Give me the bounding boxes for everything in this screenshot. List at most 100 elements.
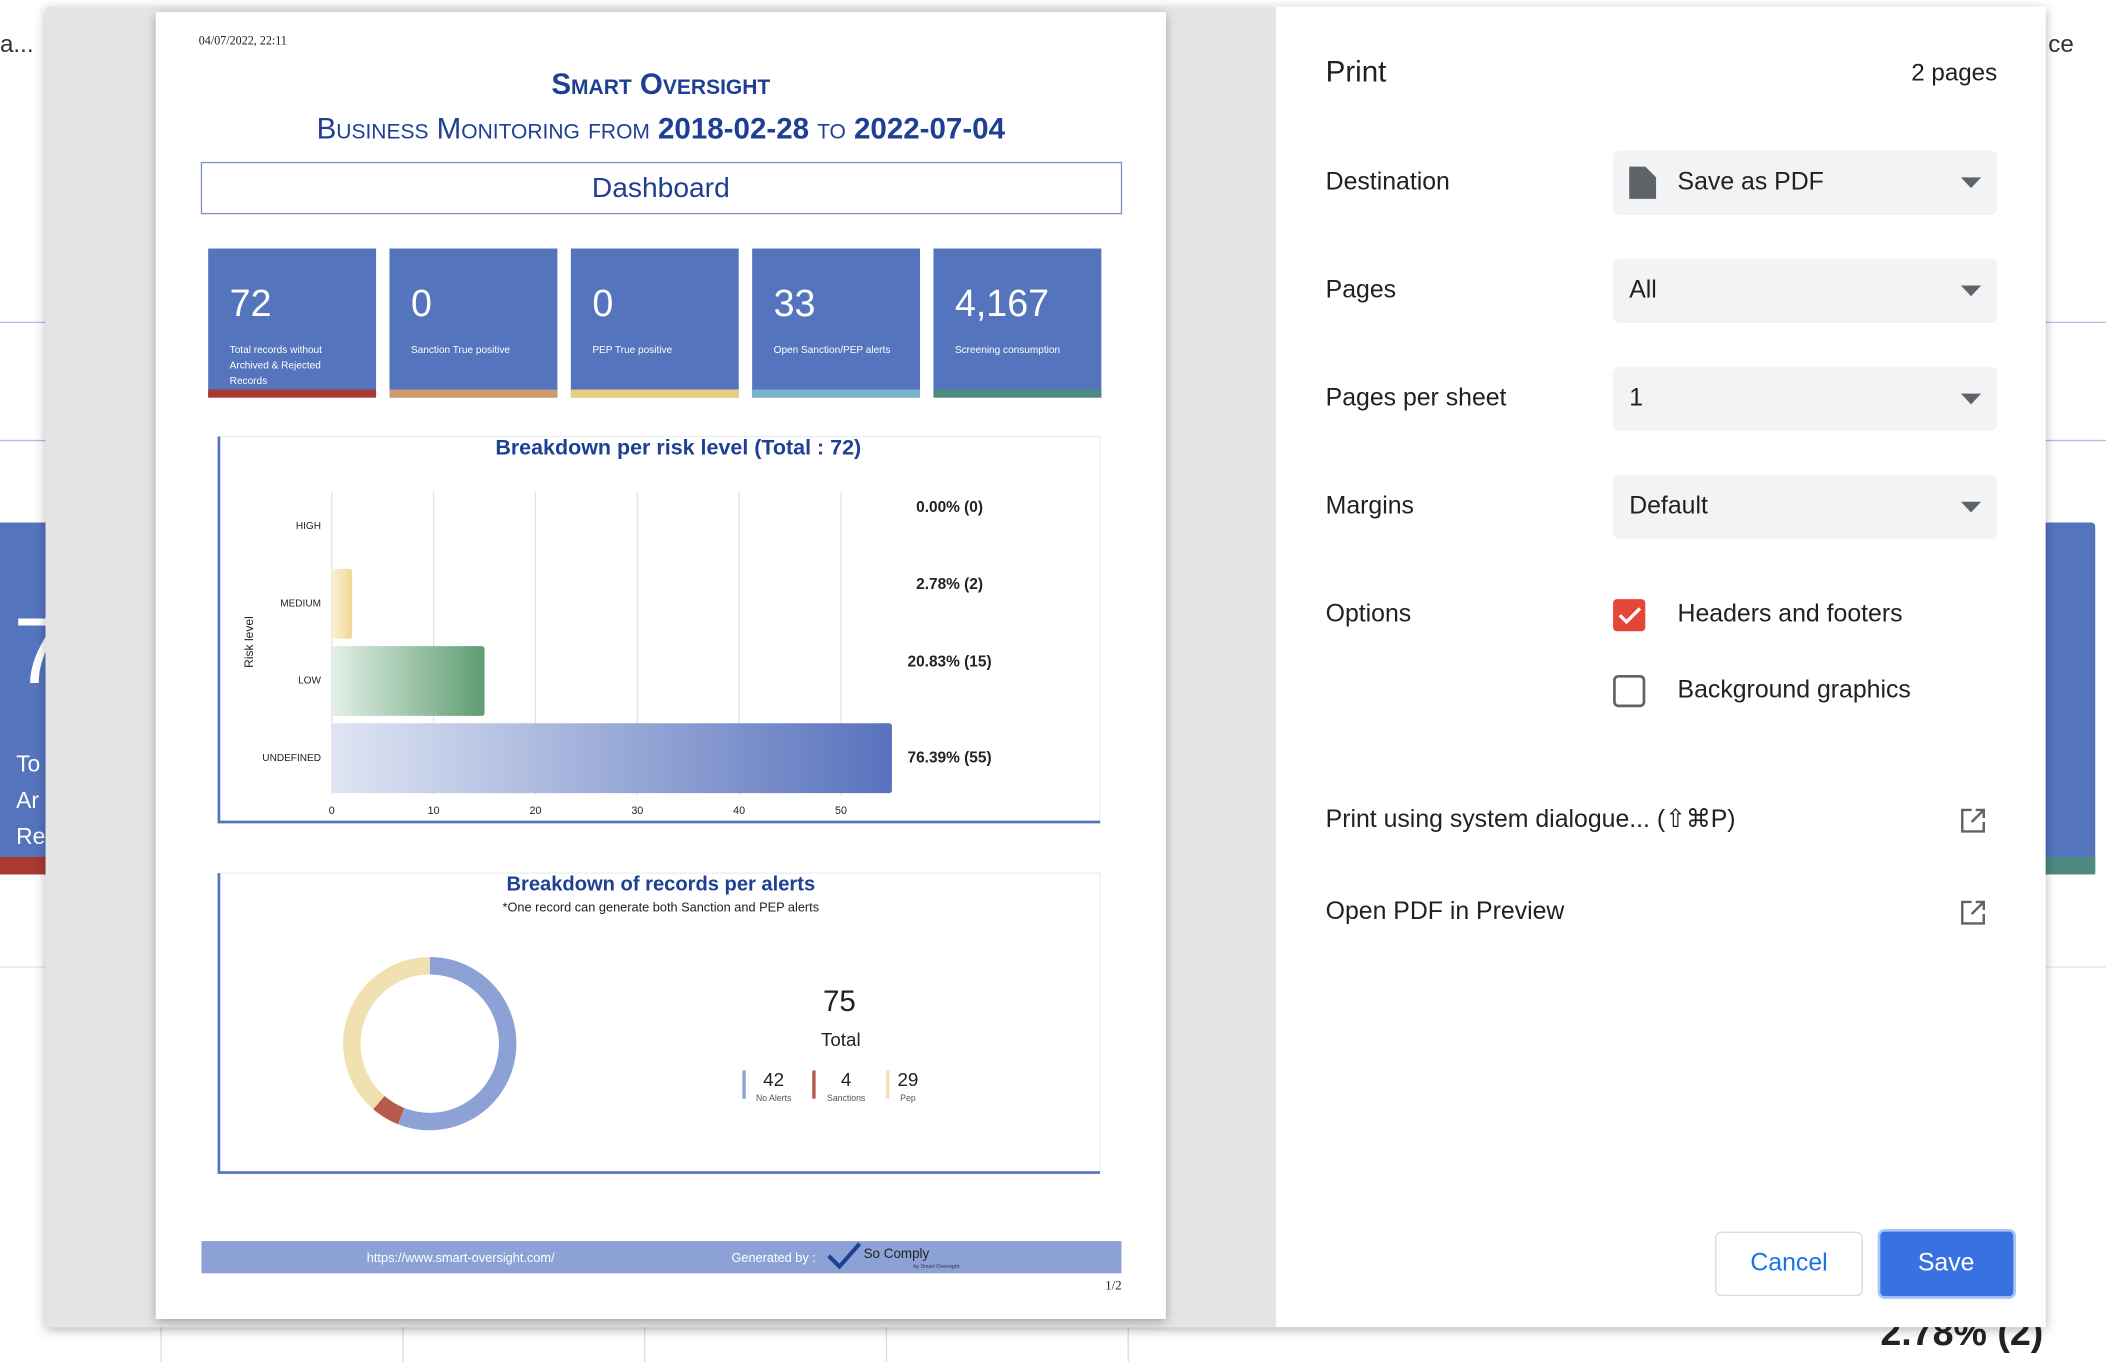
background-card-strip — [2034, 856, 2096, 875]
link-text[interactable]: Print using system dialogue... (⇧⌘P) — [1326, 806, 1736, 833]
select-value[interactable]: All — [1629, 276, 1657, 303]
doc-subtitle: Business Monitoring from 2018-02-28 to 2022… — [317, 112, 1006, 145]
background-text: a... — [0, 31, 34, 58]
setting-label: Options — [1326, 601, 1412, 628]
select[interactable]: Default — [1613, 474, 1998, 540]
y-tick-label: MEDIUM — [280, 598, 321, 609]
external-icon — [1961, 900, 1985, 925]
button-box[interactable] — [1877, 1228, 2017, 1299]
select-arrow — [1960, 393, 1982, 405]
legend-label: Sanctions — [827, 1093, 866, 1103]
checkbox[interactable] — [1613, 599, 1646, 632]
kpi-card — [933, 248, 1102, 398]
select-value[interactable]: 1 — [1629, 385, 1643, 412]
value-label: 0.00% (0) — [916, 499, 983, 516]
select[interactable]: Save as PDF — [1613, 150, 1998, 215]
option-label[interactable]: Background graphics — [1678, 677, 1911, 704]
button-label[interactable]: Save — [1918, 1249, 1975, 1276]
page-count: 2 pages — [1911, 59, 1997, 86]
select-value[interactable]: Save as PDF — [1678, 168, 1824, 195]
legend-value: 29 — [897, 1069, 918, 1090]
kpi-strip — [208, 389, 377, 398]
select-arrow — [1960, 177, 1982, 189]
checkbox-option[interactable]: Background graphics — [1613, 674, 1911, 708]
footer-url: https://www.smart-oversight.com/ — [367, 1250, 555, 1265]
chart-frame-edge — [217, 436, 1101, 824]
kpi-value: 4,167 — [955, 282, 1049, 324]
kpi-label: PEP True positive — [592, 345, 672, 356]
kpi-value: 33 — [774, 282, 816, 324]
save-button[interactable]: Save — [1877, 1228, 2017, 1299]
kpi-label: Open Sanction/PEP alerts — [774, 345, 891, 356]
select-box[interactable] — [1613, 366, 1998, 432]
bar — [331, 568, 353, 639]
link[interactable]: Open PDF in Preview — [1326, 898, 1985, 925]
value-label: 20.83% (15) — [908, 653, 992, 670]
subtitle-text: to — [817, 112, 846, 145]
bar — [331, 646, 485, 716]
page-number: 1/2 — [1105, 1279, 1121, 1293]
setting-label: Destination — [1326, 168, 1450, 195]
legend-label: Pep — [900, 1093, 916, 1103]
kpi-strip — [933, 389, 1102, 398]
kpi-card — [389, 248, 558, 398]
button-box[interactable] — [1715, 1231, 1863, 1297]
kpi-card — [208, 248, 377, 398]
kpi-card — [752, 248, 921, 398]
date-from: 2018-02-28 — [658, 112, 809, 145]
select-box[interactable] — [1613, 150, 1998, 215]
bar — [331, 723, 892, 794]
chart-note: *One record can generate both Sanction a… — [503, 899, 820, 914]
chart-frame — [218, 872, 1101, 1174]
dialog-title: Print — [1326, 56, 1387, 89]
kpi-strip — [752, 389, 921, 398]
select[interactable]: All — [1613, 258, 1998, 324]
select-value[interactable]: Default — [1629, 493, 1708, 520]
chart-title: Breakdown per risk level (Total : 72) — [495, 435, 861, 459]
select-box[interactable] — [1613, 474, 1998, 540]
donut-segment — [343, 957, 431, 1110]
link-text[interactable]: Open PDF in Preview — [1326, 898, 1565, 925]
chart-frame-edge — [217, 873, 1101, 1174]
footer-bar — [201, 1241, 1122, 1274]
value-label: 76.39% (55) — [908, 749, 992, 766]
select-box[interactable] — [1613, 258, 1998, 324]
file-icon — [1629, 166, 1657, 199]
external-icon — [1961, 808, 1985, 833]
x-tick-label: 50 — [835, 805, 847, 817]
y-tick-label: UNDEFINED — [262, 753, 321, 764]
kpi-label: Screening consumption — [955, 345, 1060, 356]
x-tick-label: 30 — [631, 805, 643, 817]
x-tick-label: 20 — [529, 805, 541, 817]
background-text: To — [16, 751, 40, 777]
background-text: Ar — [16, 787, 39, 813]
kpi-label: Sanction True positive — [411, 345, 510, 356]
background-text: ce — [2048, 31, 2074, 58]
kpi-value: 0 — [411, 282, 432, 324]
x-tick-label: 40 — [733, 805, 745, 817]
subtitle-text: Business Monitoring from — [317, 112, 650, 145]
doc-title: Smart Oversight — [551, 68, 770, 101]
checkbox-option[interactable]: Headers and footers — [1613, 599, 1903, 632]
button-label[interactable]: Cancel — [1750, 1249, 1827, 1276]
axis-label: Risk level — [242, 616, 256, 668]
setting-label: Margins — [1326, 493, 1414, 520]
checkmark — [1618, 607, 1642, 625]
select[interactable]: 1 — [1613, 366, 1998, 432]
link[interactable]: Print using system dialogue... (⇧⌘P) — [1326, 806, 1985, 833]
total-value: 75 — [823, 985, 856, 1018]
legend-value: 42 — [763, 1069, 784, 1090]
date-to: 2022-07-04 — [854, 112, 1006, 145]
cancel-button[interactable]: Cancel — [1715, 1231, 1863, 1297]
total-label: Total — [821, 1029, 861, 1050]
logo-check — [827, 1242, 862, 1270]
kpi-strip — [570, 389, 739, 398]
legend-value: 4 — [841, 1069, 851, 1090]
checkbox[interactable] — [1613, 674, 1646, 708]
chart-title: Breakdown of records per alerts — [506, 873, 815, 895]
section-title: Dashboard — [592, 171, 730, 203]
option-label[interactable]: Headers and footers — [1678, 601, 1903, 628]
y-tick-label: LOW — [298, 676, 321, 687]
kpi-card — [570, 248, 739, 398]
